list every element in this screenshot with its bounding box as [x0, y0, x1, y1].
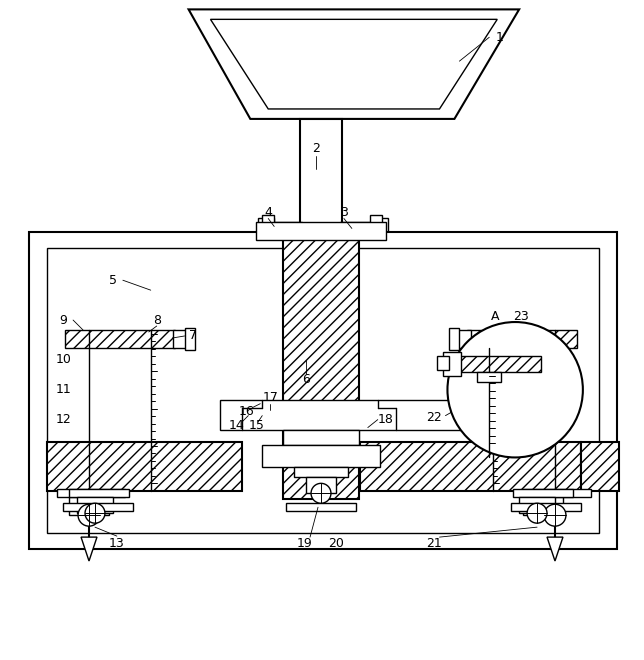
- Text: 16: 16: [238, 405, 254, 418]
- Text: 23: 23: [513, 310, 529, 323]
- Bar: [511, 503, 581, 512]
- Text: 9: 9: [59, 314, 67, 327]
- Bar: [372, 218, 388, 240]
- Text: 5: 5: [109, 274, 117, 286]
- Circle shape: [448, 322, 583, 457]
- Text: 8: 8: [153, 314, 161, 327]
- Circle shape: [78, 504, 100, 526]
- Bar: [256, 222, 386, 240]
- Circle shape: [85, 503, 105, 523]
- Circle shape: [544, 504, 566, 526]
- Circle shape: [527, 503, 547, 523]
- Bar: [450, 328, 459, 350]
- Bar: [444, 352, 461, 376]
- Bar: [69, 489, 129, 497]
- Bar: [47, 442, 242, 491]
- Bar: [360, 442, 581, 491]
- Bar: [340, 222, 372, 236]
- Text: 10: 10: [55, 353, 71, 366]
- Text: 14: 14: [229, 419, 244, 432]
- Text: 11: 11: [55, 383, 71, 396]
- Bar: [457, 330, 471, 348]
- Text: 19: 19: [296, 537, 312, 550]
- Bar: [77, 497, 113, 513]
- Circle shape: [311, 483, 331, 503]
- Bar: [173, 330, 187, 348]
- Polygon shape: [189, 9, 519, 119]
- Bar: [459, 356, 541, 372]
- Bar: [286, 503, 356, 512]
- Bar: [283, 430, 359, 446]
- Bar: [294, 467, 348, 477]
- Bar: [437, 356, 450, 370]
- Text: 7: 7: [189, 329, 196, 343]
- Bar: [29, 232, 617, 549]
- Text: 22: 22: [426, 411, 441, 424]
- Bar: [220, 400, 469, 430]
- Polygon shape: [81, 537, 97, 561]
- Text: 13: 13: [109, 537, 125, 550]
- Bar: [513, 489, 573, 497]
- Text: 12: 12: [55, 413, 71, 426]
- Bar: [69, 497, 109, 515]
- Bar: [65, 330, 175, 348]
- Bar: [523, 489, 591, 497]
- Text: A: A: [491, 310, 500, 323]
- Bar: [270, 222, 302, 236]
- Text: 1: 1: [495, 31, 503, 44]
- Text: 17: 17: [262, 391, 278, 404]
- Text: 21: 21: [426, 537, 441, 550]
- Bar: [581, 442, 619, 491]
- Text: 6: 6: [302, 374, 310, 386]
- Bar: [262, 446, 380, 467]
- Bar: [258, 218, 274, 240]
- Bar: [477, 372, 501, 381]
- Bar: [519, 497, 555, 513]
- Text: 4: 4: [264, 206, 272, 219]
- Bar: [370, 214, 382, 224]
- Bar: [300, 119, 342, 230]
- Bar: [47, 248, 599, 533]
- Text: 20: 20: [328, 537, 344, 550]
- Bar: [468, 330, 577, 348]
- Bar: [262, 214, 274, 224]
- Text: 2: 2: [312, 143, 320, 155]
- Bar: [185, 328, 194, 350]
- Polygon shape: [547, 537, 563, 561]
- Bar: [283, 232, 359, 499]
- Bar: [57, 489, 125, 497]
- Bar: [523, 497, 563, 515]
- Bar: [306, 477, 336, 493]
- Polygon shape: [211, 19, 497, 109]
- Bar: [63, 503, 133, 512]
- Text: 3: 3: [340, 206, 348, 219]
- Text: 15: 15: [249, 419, 264, 432]
- Text: 18: 18: [378, 413, 393, 426]
